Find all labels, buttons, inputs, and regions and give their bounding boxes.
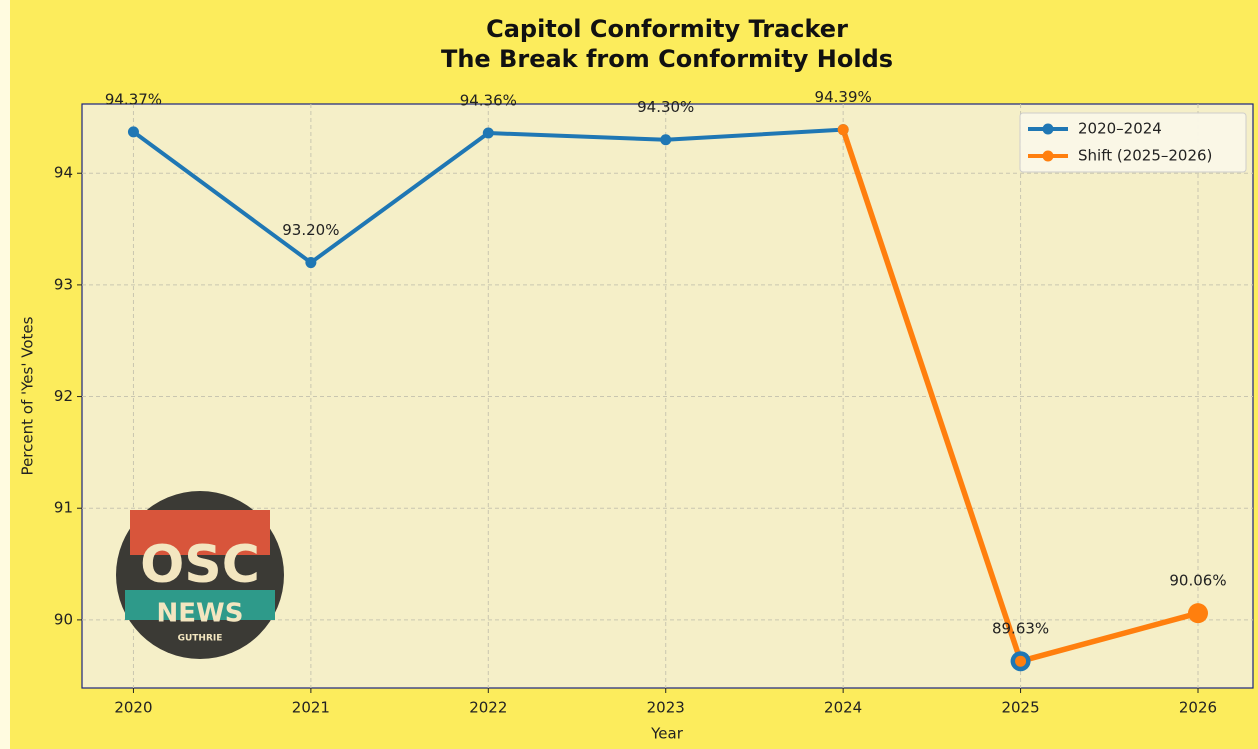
edge xyxy=(0,0,10,749)
x-tick-label: 2022 xyxy=(469,699,507,717)
data-label: 90.06% xyxy=(1169,572,1226,590)
data-point xyxy=(482,127,494,139)
legend-box xyxy=(1019,112,1247,173)
y-tick-label: 90 xyxy=(54,610,73,628)
logo-subtitle: NEWS xyxy=(157,599,244,629)
y-tick-label: 91 xyxy=(54,499,73,517)
data-label: 94.37% xyxy=(105,90,162,108)
logo: OSC NEWS GUTHRIE xyxy=(116,491,284,659)
data-point xyxy=(837,124,849,136)
data-point xyxy=(127,126,139,138)
legend-marker xyxy=(1042,150,1054,162)
data-point xyxy=(1015,655,1027,667)
x-axis-label: Year xyxy=(650,725,684,743)
y-tick-label: 93 xyxy=(54,275,73,293)
x-tick-label: 2026 xyxy=(1179,699,1217,717)
y-tick-label: 94 xyxy=(54,164,73,182)
x-tick-label: 2021 xyxy=(292,699,330,717)
x-tick-label: 2020 xyxy=(114,699,152,717)
data-label: 94.36% xyxy=(460,92,517,110)
data-label: 93.20% xyxy=(282,221,339,239)
y-tick-label: 92 xyxy=(54,387,73,405)
logo-band xyxy=(125,590,275,620)
data-point xyxy=(660,134,672,146)
logo-band xyxy=(130,510,270,555)
legend-label: Shift (2025–2026) xyxy=(1078,147,1212,165)
chart-title: Capitol Conformity Tracker xyxy=(486,15,848,43)
legend-marker xyxy=(1042,123,1054,135)
data-label: 89.63% xyxy=(992,620,1049,638)
x-tick-label: 2024 xyxy=(824,699,862,717)
legend-label: 2020–2024 xyxy=(1078,120,1162,138)
data-point xyxy=(305,257,317,269)
x-tick-label: 2023 xyxy=(647,699,685,717)
logo-text: OSC xyxy=(140,535,260,595)
data-label: 94.30% xyxy=(637,98,694,116)
data-label: 94.39% xyxy=(815,88,872,106)
chart-subtitle: The Break from Conformity Holds xyxy=(441,45,893,73)
data-point xyxy=(1187,603,1208,624)
logo-caption: GUTHRIE xyxy=(178,634,223,644)
y-axis-label: Percent of 'Yes' Votes xyxy=(19,316,37,475)
x-tick-label: 2025 xyxy=(1001,699,1039,717)
